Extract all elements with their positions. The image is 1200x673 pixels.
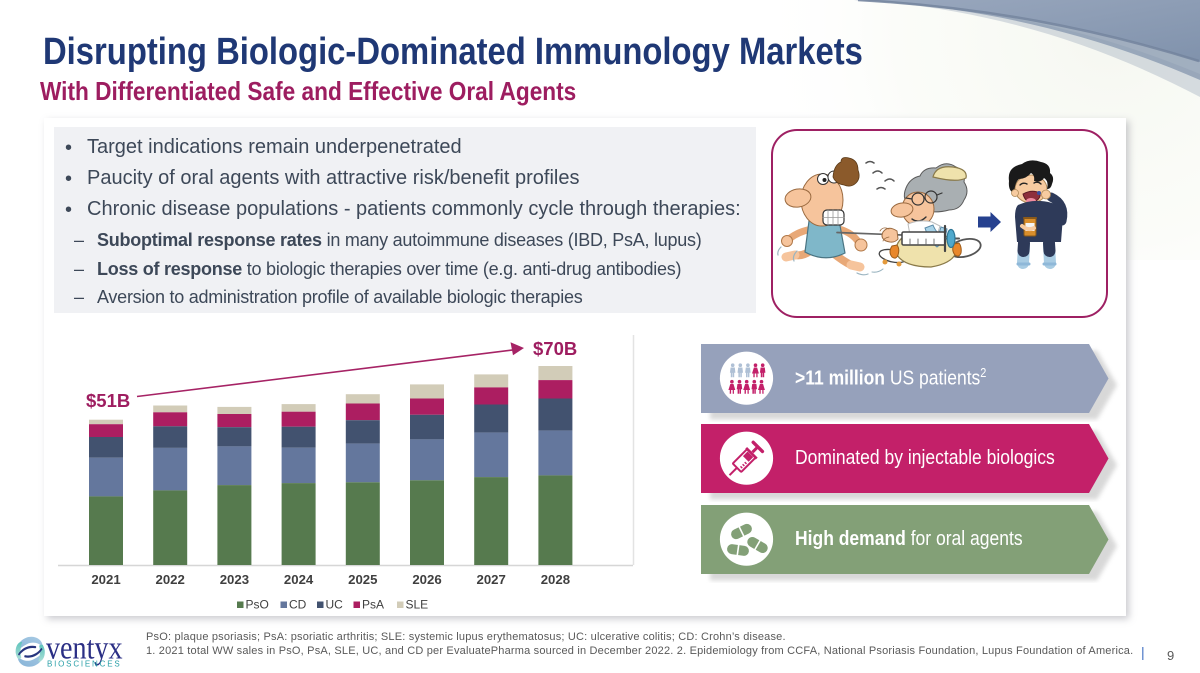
svg-text:BIOSCIENCES: BIOSCIENCES bbox=[47, 660, 121, 669]
svg-text:2028: 2028 bbox=[541, 572, 570, 587]
svg-text:2024: 2024 bbox=[284, 572, 314, 587]
svg-text:2023: 2023 bbox=[220, 572, 249, 587]
svg-text:SLE: SLE bbox=[406, 598, 429, 612]
svg-text:2025: 2025 bbox=[348, 572, 377, 587]
svg-text:CD: CD bbox=[289, 598, 307, 612]
svg-text:2027: 2027 bbox=[477, 572, 506, 587]
svg-text:2026: 2026 bbox=[412, 572, 441, 587]
svg-text:$70B: $70B bbox=[533, 338, 577, 359]
svg-text:ventyx: ventyx bbox=[46, 634, 123, 666]
svg-text:$51B: $51B bbox=[86, 390, 130, 411]
svg-text:PsA: PsA bbox=[362, 598, 384, 612]
svg-text:2021: 2021 bbox=[91, 572, 120, 587]
svg-text:PsO: PsO bbox=[246, 598, 269, 612]
svg-text:2022: 2022 bbox=[156, 572, 185, 587]
svg-text:UC: UC bbox=[326, 598, 344, 612]
